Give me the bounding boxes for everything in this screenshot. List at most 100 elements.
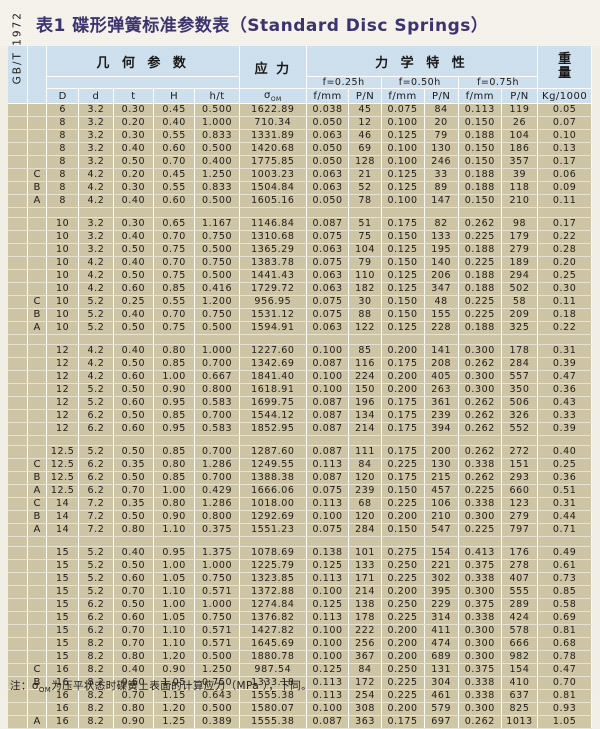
table-row[interactable]: 8 3.2 0.30 0.55 0.833 1331.89 0.063 46 0.125 79 0.… (8, 129, 592, 143)
table-row[interactable]: 8 3.2 0.50 0.70 0.400 1775.85 0.050 128 0.100 246… (8, 155, 592, 169)
cell-deflection-075h: 0.262 (458, 422, 502, 436)
cell-load-025h: 214 (348, 585, 382, 599)
page-title: 表1 碟形弹簧标准参数表（Standard Disc Springs） (36, 15, 489, 36)
series-class (27, 409, 48, 423)
cell-load-050h: 206 (424, 269, 459, 283)
table-row[interactable]: 8 3.2 0.20 0.40 1.000 710.34 0.050 12 0.100 20 0.1… (8, 116, 592, 130)
cell-deflection-075h: 0.188 (458, 243, 502, 257)
cell-free-height: 1.00 (153, 559, 196, 573)
row-lead-cell (8, 168, 28, 182)
table-row[interactable]: 15 5.2 0.70 1.10 0.571 1372.88 0.100 214 0.200 39… (8, 585, 592, 599)
series-class: C (27, 168, 48, 182)
series-class (27, 116, 48, 130)
table-row[interactable]: 10 3.2 0.50 0.75 0.500 1365.29 0.063 104 0.125 19… (8, 243, 592, 257)
series-class (27, 282, 48, 296)
table-row[interactable]: 15 6.2 0.60 1.05 0.750 1376.82 0.113 178 0.225 31… (8, 611, 592, 625)
table-row[interactable]: 16 8.2 0.80 1.20 0.500 1580.07 0.100 308 0.200 57… (8, 702, 592, 716)
cell-h-over-t: 0.700 (194, 471, 241, 485)
table-row[interactable]: B 8 4.2 0.30 0.55 0.833 1504.84 0.063 52 0.125 89 0… (8, 181, 592, 195)
cell-deflection-050h: 0.225 (381, 497, 425, 511)
table-row[interactable]: B 12.5 6.2 0.50 0.85 0.700 1388.38 0.087 120 0.17… (8, 471, 592, 485)
cell-load-050h: 457 (424, 484, 459, 498)
table-row[interactable]: A 8 4.2 0.40 0.60 0.500 1605.16 0.050 78 0.100 147… (8, 194, 592, 208)
table-row[interactable]: 12 6.2 0.50 0.85 0.700 1544.12 0.087 134 0.175 23… (8, 409, 592, 423)
table-row[interactable]: 10 3.2 0.40 0.70 0.750 1310.68 0.075 75 0.150 133… (8, 230, 592, 244)
cell-stress-om: 1146.84 (239, 217, 307, 231)
cell-h-over-t: 0.700 (194, 357, 241, 371)
table-row[interactable]: 15 5.2 0.40 0.95 1.375 1078.69 0.138 101 0.275 15… (8, 546, 592, 560)
table-row[interactable]: 12 5.2 0.60 0.95 0.583 1699.75 0.087 196 0.175 36… (8, 396, 592, 410)
cell-weight: 0.30 (537, 282, 592, 296)
table-row[interactable]: 15 5.2 0.60 1.05 0.750 1323.85 0.113 171 0.225 30… (8, 572, 592, 586)
row-lead-cell (8, 129, 28, 143)
cell-deflection-050h: 0.125 (381, 129, 425, 143)
cell-deflection-025h: 0.087 (306, 217, 350, 231)
cell-free-height: 0.55 (153, 295, 196, 309)
cell-inner-diameter: 6.2 (78, 422, 114, 436)
table-row[interactable]: B 16 8.2 0.60 1.05 0.750 1333.18 0.113 172 0.225 3… (8, 676, 592, 690)
table-row[interactable]: B 14 7.2 0.50 0.90 0.800 1292.69 0.100 120 0.200 2… (8, 510, 592, 524)
table-row[interactable]: 15 6.2 0.70 1.10 0.571 1427.82 0.100 222 0.200 41… (8, 624, 592, 638)
cell-inner-diameter: 5.2 (78, 572, 114, 586)
cell-free-height: 0.95 (153, 422, 196, 436)
cell-load-025h: 138 (348, 598, 382, 612)
cell-load-025h: 178 (348, 611, 382, 625)
cell-load-075h: 189 (501, 256, 539, 270)
table-row[interactable]: A 10 5.2 0.50 0.75 0.500 1594.91 0.063 122 0.125 2… (8, 321, 592, 335)
table-row[interactable]: 15 5.2 0.50 1.00 1.000 1225.79 0.125 133 0.250 22… (8, 559, 592, 573)
table-row[interactable]: 8 3.2 0.40 0.60 0.500 1420.68 0.050 69 0.100 130 0… (8, 142, 592, 156)
cell-weight: 0.22 (537, 230, 592, 244)
cell-load-075h: 118 (501, 181, 539, 195)
cell-thickness: 0.60 (113, 572, 155, 586)
row-lead-cell (8, 715, 28, 729)
table-row[interactable]: 12 4.2 0.40 0.80 1.000 1227.60 0.100 85 0.200 141… (8, 344, 592, 358)
table-row[interactable]: C 8 4.2 0.20 0.45 1.250 1003.23 0.063 21 0.125 33 0… (8, 168, 592, 182)
table-row[interactable]: C 12.5 6.2 0.35 0.80 1.286 1249.55 0.113 84 0.225… (8, 458, 592, 472)
table-row[interactable]: A 12.5 6.2 0.70 1.00 0.429 1666.06 0.075 239 0.15… (8, 484, 592, 498)
cell-load-050h: 208 (424, 357, 459, 371)
series-class (27, 155, 48, 169)
cell-h-over-t: 1.375 (194, 546, 241, 560)
cell-outer-diameter: 14 (46, 510, 80, 524)
row-lead-cell (8, 383, 28, 397)
table-row[interactable]: 12 6.2 0.60 0.95 0.583 1852.95 0.087 214 0.175 39… (8, 422, 592, 436)
table-row[interactable]: 10 4.2 0.50 0.75 0.500 1441.43 0.063 110 0.125 20… (8, 269, 592, 283)
cell-h-over-t: 0.500 (194, 650, 241, 664)
cell-thickness: 0.35 (113, 497, 155, 511)
table-row[interactable]: 10 3.2 0.30 0.65 1.167 1146.84 0.087 51 0.175 82 0… (8, 217, 592, 231)
row-lead-cell (8, 598, 28, 612)
table-row[interactable]: 12 4.2 0.50 0.85 0.700 1342.69 0.087 116 0.175 20… (8, 357, 592, 371)
table-row[interactable]: 10 4.2 0.40 0.70 0.750 1383.78 0.075 79 0.150 140… (8, 256, 592, 270)
table-row[interactable]: 6 3.2 0.30 0.45 0.500 1622.89 0.038 45 0.075 84 0.… (8, 103, 592, 117)
cell-weight: 0.40 (537, 445, 592, 459)
table-row[interactable]: A 16 8.2 0.90 1.25 0.389 1555.38 0.087 363 0.175 6… (8, 715, 592, 729)
table-row[interactable]: A 14 7.2 0.80 1.10 0.375 1551.23 0.075 284 0.150 5… (8, 523, 592, 537)
cell-free-height: 0.75 (153, 321, 196, 335)
cell-deflection-075h: 0.225 (458, 308, 502, 322)
table-row[interactable]: C 14 7.2 0.35 0.80 1.286 1018.00 0.113 68 0.225 10… (8, 497, 592, 511)
cell-stress-om: 1555.38 (239, 715, 307, 729)
cell-deflection-025h: 0.075 (306, 523, 350, 537)
cell-deflection-050h: 0.200 (381, 370, 425, 384)
table-row[interactable]: C 16 8.2 0.40 0.90 1.250 987.54 0.125 84 0.250 131… (8, 663, 592, 677)
series-class: A (27, 715, 48, 729)
table-row[interactable]: 15 8.2 0.80 1.20 0.500 1880.78 0.100 367 0.200 68… (8, 650, 592, 664)
table-row[interactable]: B 10 5.2 0.40 0.70 0.750 1531.12 0.075 88 0.150 15… (8, 308, 592, 322)
cell-load-050h: 411 (424, 624, 459, 638)
table-row[interactable]: 10 4.2 0.60 0.85 0.416 1729.72 0.063 182 0.125 34… (8, 282, 592, 296)
series-class: B (27, 471, 48, 485)
cell-deflection-050h: 0.200 (381, 624, 425, 638)
cell-load-025h: 84 (348, 458, 382, 472)
table-row[interactable]: 12 5.2 0.50 0.90 0.800 1618.91 0.100 150 0.200 26… (8, 383, 592, 397)
cell-stress-om: 1292.69 (239, 510, 307, 524)
table-row[interactable]: 15 8.2 0.70 1.10 0.571 1645.69 0.100 256 0.200 47… (8, 637, 592, 651)
table-row[interactable]: 12 4.2 0.60 1.00 0.667 1841.40 0.100 224 0.200 40… (8, 370, 592, 384)
cell-thickness: 0.50 (113, 155, 155, 169)
cell-thickness: 0.70 (113, 637, 155, 651)
cell-load-025h: 172 (348, 676, 382, 690)
table-row[interactable]: C 10 5.2 0.25 0.55 1.200 956.95 0.075 30 0.150 48 0… (8, 295, 592, 309)
table-row[interactable]: 12.5 5.2 0.50 0.85 0.700 1287.60 0.087 111 0.175… (8, 445, 592, 459)
cell-load-075h: 104 (501, 129, 539, 143)
table-row[interactable]: 15 6.2 0.50 1.00 1.000 1274.84 0.125 138 0.250 22… (8, 598, 592, 612)
cell-stress-om: 1287.60 (239, 445, 307, 459)
